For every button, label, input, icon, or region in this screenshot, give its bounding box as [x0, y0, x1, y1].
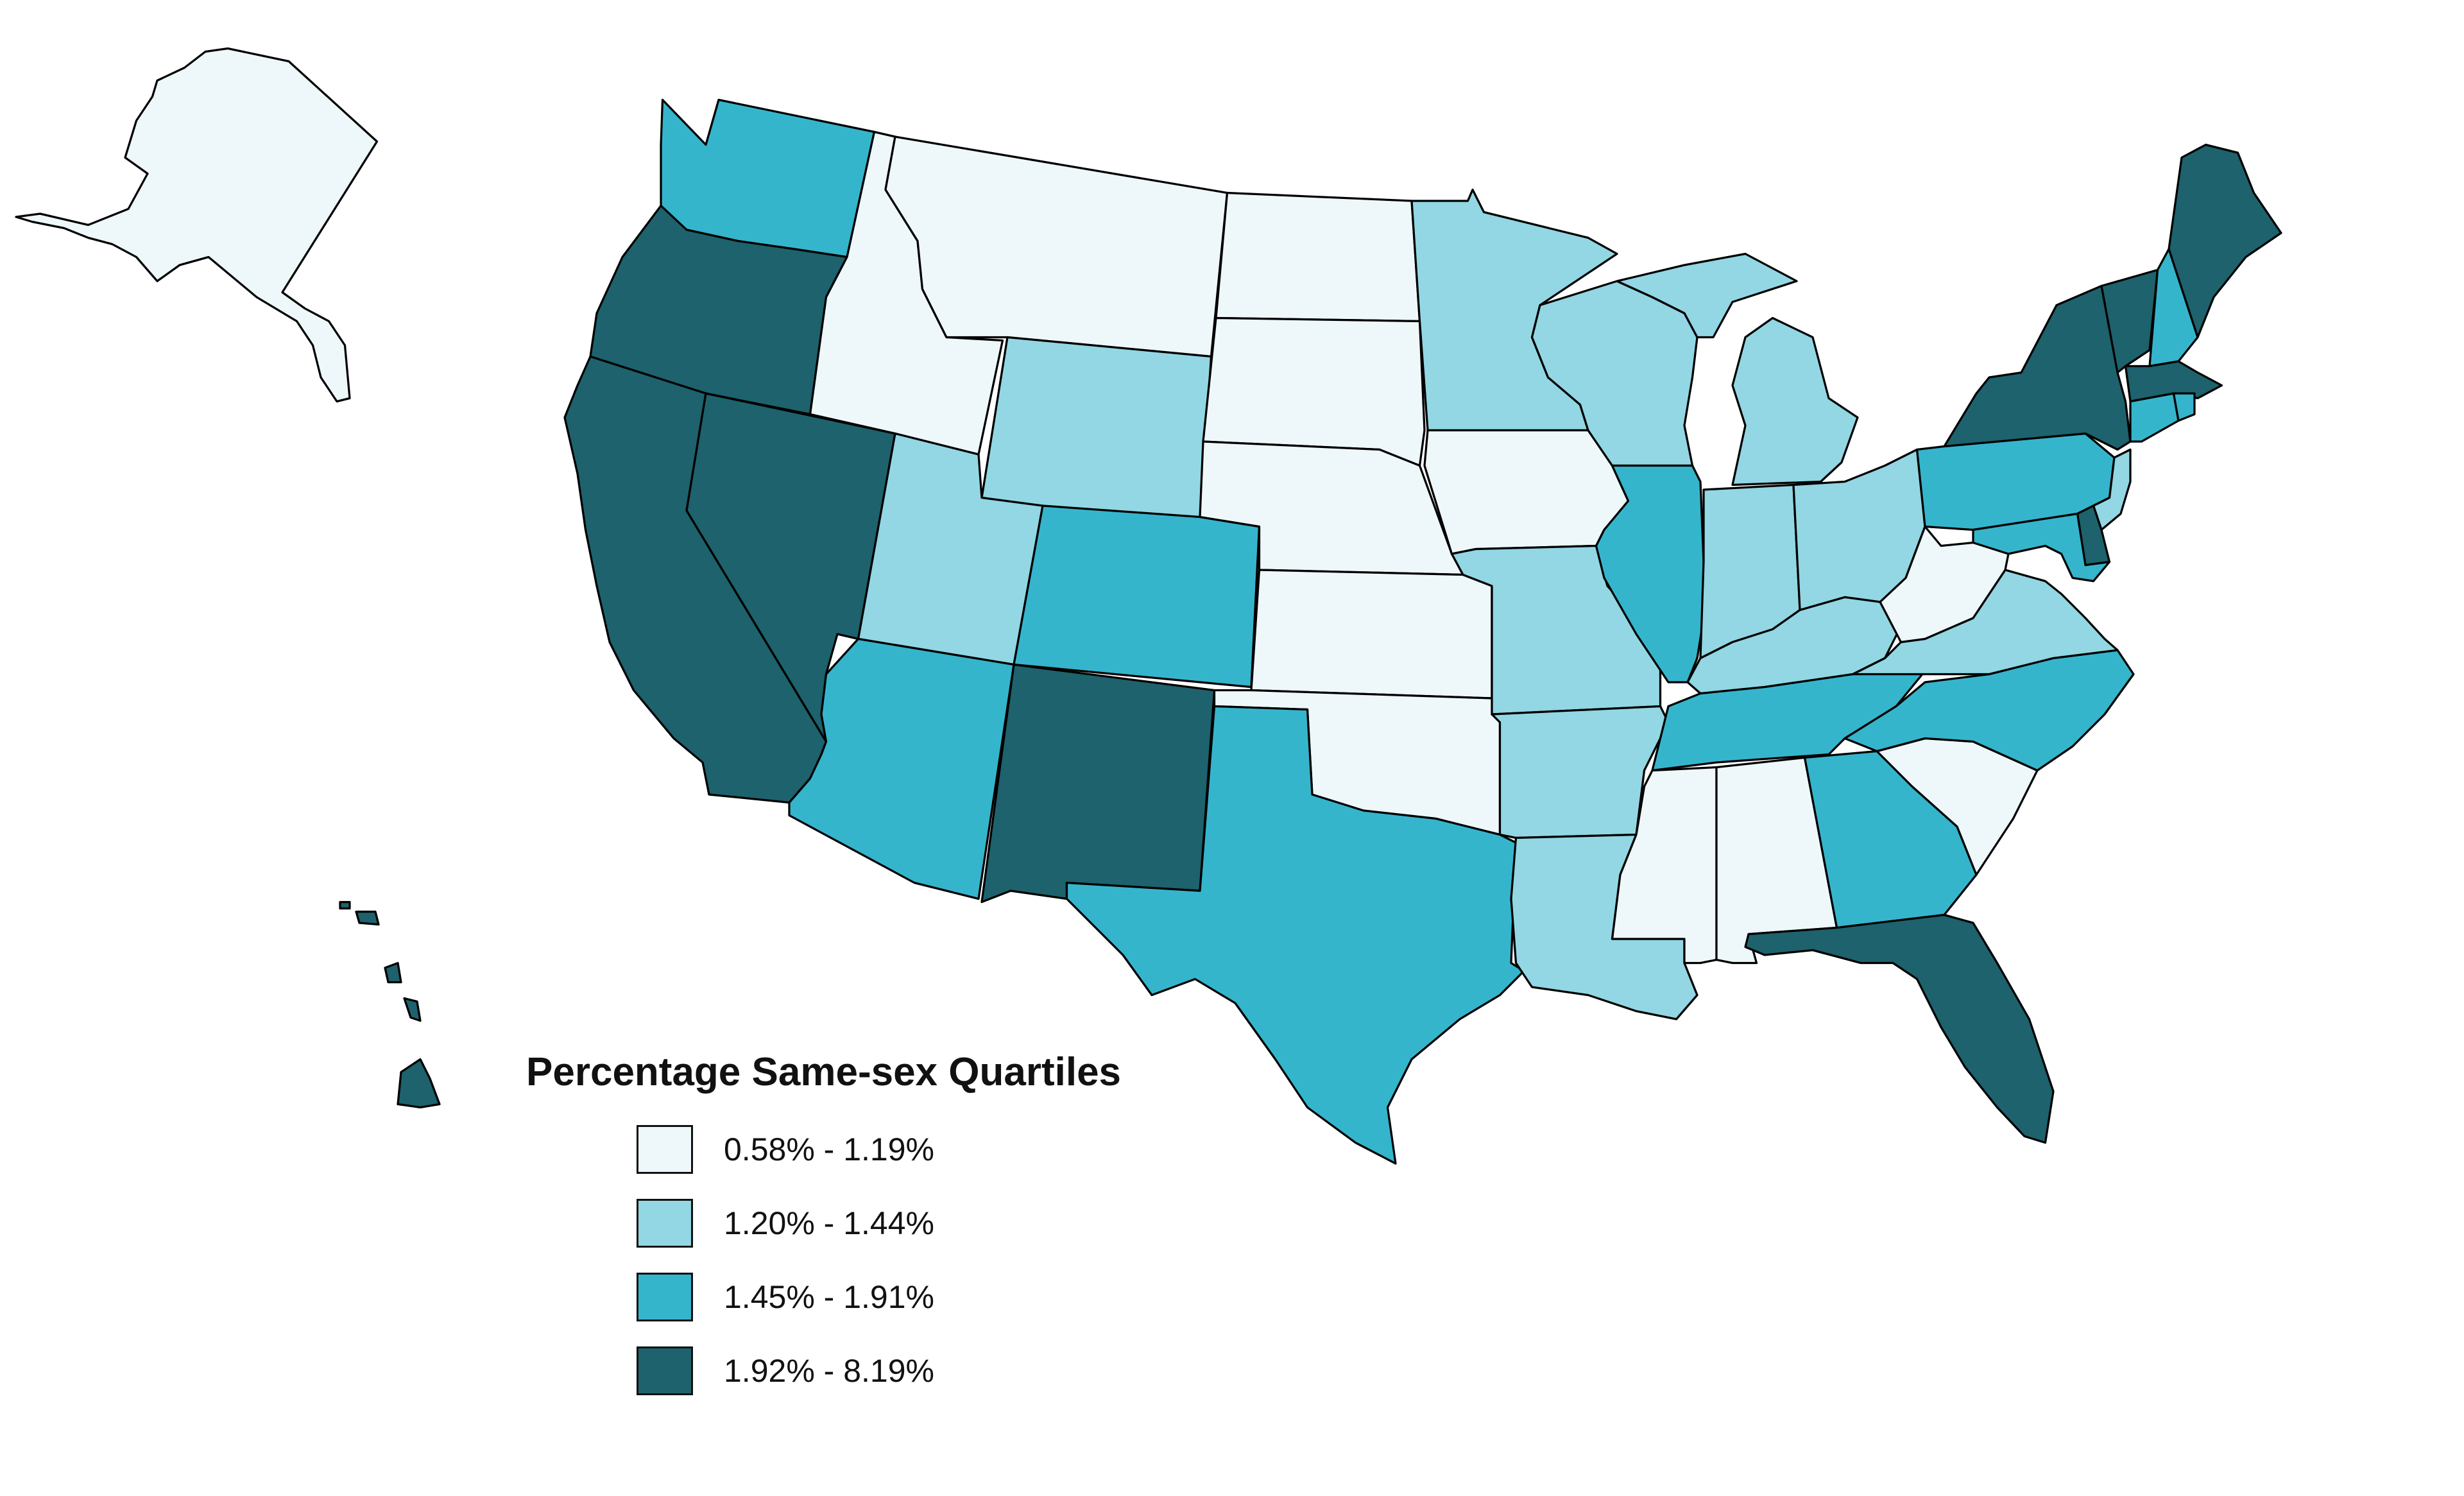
state-co[interactable]: [1013, 504, 1261, 689]
legend-item: 1.20% - 1.44%: [637, 1194, 1232, 1252]
legend-title: Percentage Same-sex Quartiles: [526, 1050, 1122, 1094]
state-md[interactable]: [1972, 512, 2111, 583]
state-il[interactable]: [1595, 464, 1705, 684]
state-ri[interactable]: [2172, 392, 2196, 422]
legend-swatch: [637, 1346, 693, 1395]
legend-swatch: [637, 1199, 693, 1248]
legend: Percentage Same-sex Quartiles 0.58% - 1.…: [526, 1053, 1232, 1416]
state-ny[interactable]: [1943, 284, 2132, 451]
state-fl[interactable]: [1744, 913, 2055, 1144]
state-nc[interactable]: [1844, 649, 2135, 772]
legend-item: 0.58% - 1.19%: [637, 1121, 1232, 1178]
state-ak[interactable]: [15, 47, 379, 403]
legend-label: 0.58% - 1.19%: [724, 1131, 934, 1167]
state-me[interactable]: [2168, 143, 2282, 339]
state-mi[interactable]: [1616, 252, 1859, 486]
state-nm[interactable]: [980, 663, 1216, 904]
legend-item: 1.45% - 1.91%: [637, 1268, 1232, 1326]
legend-label: 1.92% - 8.19%: [724, 1353, 934, 1389]
legend-label: 1.45% - 1.91%: [724, 1279, 934, 1315]
state-nh[interactable]: [2148, 248, 2199, 368]
state-tx[interactable]: [1065, 705, 1525, 1165]
state-nd[interactable]: [1215, 191, 1421, 323]
state-wy[interactable]: [980, 336, 1213, 531]
state-az[interactable]: [788, 637, 1015, 900]
state-ks[interactable]: [1250, 569, 1493, 700]
legend-swatch: [637, 1273, 693, 1321]
legend-item: 1.92% - 8.19%: [637, 1342, 1232, 1400]
state-vt[interactable]: [2100, 268, 2159, 374]
state-ct[interactable]: [2129, 392, 2180, 443]
legend-label: 1.20% - 1.44%: [724, 1205, 934, 1241]
legend-swatch: [637, 1125, 693, 1174]
state-hi[interactable]: [339, 900, 441, 1109]
state-ia[interactable]: [1423, 429, 1630, 555]
state-nj[interactable]: [2092, 448, 2132, 531]
